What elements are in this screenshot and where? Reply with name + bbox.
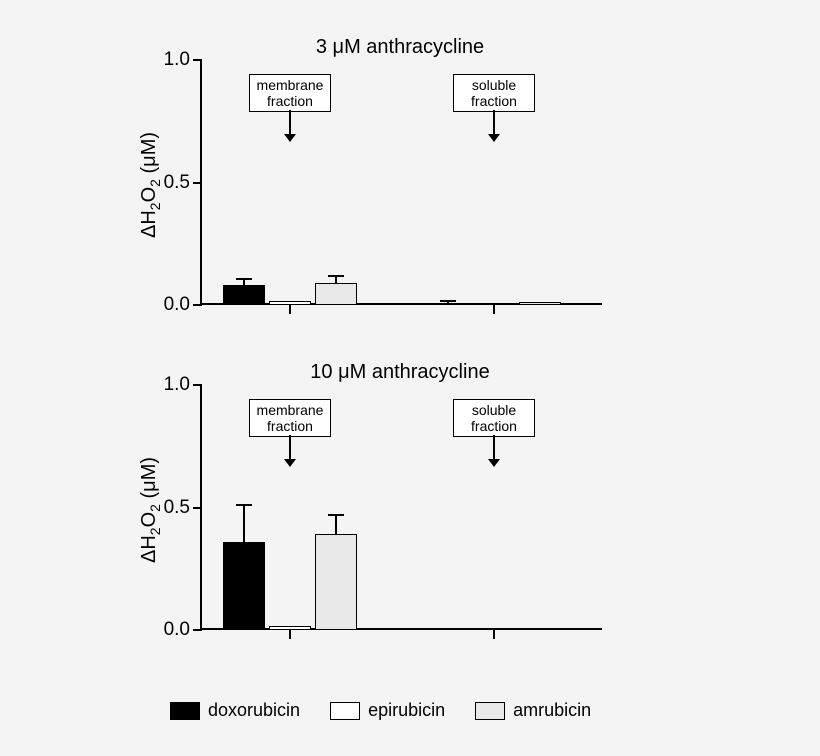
- y-tick: [193, 629, 202, 631]
- error-cap: [440, 300, 456, 302]
- arrow-down-icon: [484, 110, 504, 144]
- error-cap: [236, 278, 252, 280]
- plot-area: 0.00.51.0membranefractionsolublefraction: [200, 60, 602, 305]
- legend-swatch: [330, 702, 360, 720]
- legend-label: doxorubicin: [208, 700, 300, 721]
- legend-item-epirubicin: epirubicin: [330, 700, 445, 721]
- legend-label: amrubicin: [513, 700, 591, 721]
- arrow-down-icon: [484, 435, 504, 469]
- plot-area: 0.00.51.0membranefractionsolublefraction: [200, 385, 602, 630]
- error-cap: [328, 514, 344, 516]
- bar-epirubicin: [269, 301, 311, 305]
- y-tick: [193, 507, 202, 509]
- error-bar: [335, 276, 337, 283]
- x-tick: [493, 305, 495, 314]
- bar-amrubicin: [315, 283, 357, 305]
- y-tick-label: 1.0: [164, 374, 190, 396]
- legend: doxorubicin epirubicin amrubicin: [170, 700, 591, 721]
- arrow-down-icon: [280, 110, 300, 144]
- y-axis-label: ΔH2O2 (μM): [138, 131, 163, 237]
- bar-amrubicin: [519, 628, 561, 630]
- bar-doxorubicin: [223, 285, 265, 305]
- error-bar: [243, 505, 245, 542]
- figure-canvas: 3 μM anthracycline ΔH2O2 (μM) 0.0 0.5 1.0 mem…: [0, 0, 820, 756]
- legend-swatch: [170, 702, 200, 720]
- error-cap: [236, 504, 252, 506]
- y-tick-label: 0.5: [164, 497, 190, 519]
- y-tick: [193, 59, 202, 61]
- fraction-label-box: membranefraction: [249, 74, 331, 112]
- bar-amrubicin: [519, 302, 561, 305]
- fraction-label-box: solublefraction: [453, 74, 535, 112]
- x-tick: [493, 630, 495, 639]
- bar-doxorubicin: [427, 628, 469, 630]
- bar-doxorubicin: [427, 303, 469, 305]
- x-tick: [289, 630, 291, 639]
- panel-title: 10 μM anthracycline: [310, 361, 489, 384]
- y-tick-label: 0.0: [164, 619, 190, 641]
- legend-label: epirubicin: [368, 700, 445, 721]
- y-tick-label: 0.0: [164, 294, 190, 316]
- y-tick: [193, 182, 202, 184]
- error-bar: [335, 515, 337, 535]
- y-tick: [193, 384, 202, 386]
- legend-item-doxorubicin: doxorubicin: [170, 700, 300, 721]
- fraction-label-box: membranefraction: [249, 399, 331, 437]
- y-tick: [193, 304, 202, 306]
- bar-epirubicin: [269, 626, 311, 630]
- panel-title: 3 μM anthracycline: [316, 36, 484, 59]
- legend-swatch: [475, 702, 505, 720]
- error-cap: [328, 275, 344, 277]
- y-tick-label: 0.5: [164, 172, 190, 194]
- y-axis-label: ΔH2O2 (μM): [138, 456, 163, 562]
- bar-epirubicin: [473, 303, 515, 305]
- bar-doxorubicin: [223, 542, 265, 630]
- arrow-down-icon: [280, 435, 300, 469]
- bar-epirubicin: [473, 628, 515, 630]
- bar-amrubicin: [315, 534, 357, 630]
- y-tick-label: 1.0: [164, 49, 190, 71]
- legend-item-amrubicin: amrubicin: [475, 700, 591, 721]
- fraction-label-box: solublefraction: [453, 399, 535, 437]
- x-tick: [289, 305, 291, 314]
